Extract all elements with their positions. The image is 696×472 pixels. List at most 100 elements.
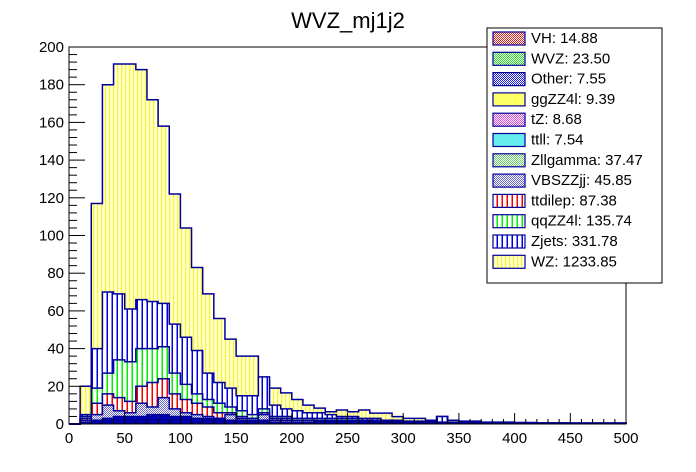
legend-item: WVZ: 23.50 xyxy=(492,50,610,67)
legend-label: ggZZ4l: 9.39 xyxy=(531,91,615,108)
other-bar xyxy=(202,418,214,424)
x-tick-label: 150 xyxy=(224,430,249,447)
x-tick-label: 350 xyxy=(446,430,471,447)
vbszzjj-bar xyxy=(224,414,237,424)
other-bar xyxy=(247,420,259,424)
zjets-bar xyxy=(180,337,192,424)
y-tick-label: 60 xyxy=(47,303,64,320)
y-tick-label: 0 xyxy=(56,416,64,433)
legend-label: tZ: 8.68 xyxy=(531,111,582,128)
legend-swatch xyxy=(492,71,526,87)
other-bar xyxy=(113,416,125,424)
other-bar xyxy=(258,420,270,424)
zjets-bar xyxy=(236,395,248,424)
other-bar xyxy=(213,418,225,424)
wz-bar xyxy=(236,356,248,424)
other-bar xyxy=(180,416,192,424)
other-bar xyxy=(358,422,370,424)
y-tick-label: 100 xyxy=(39,228,64,245)
zjets-bar xyxy=(247,395,259,424)
other-bar xyxy=(369,422,381,424)
legend-label: Zjets: 331.78 xyxy=(531,233,618,250)
legend-label: VBSZZjj: 45.85 xyxy=(531,172,632,189)
zjets-bar xyxy=(224,388,237,424)
legend-swatch xyxy=(492,31,526,46)
wz-bar xyxy=(202,293,214,424)
x-tick-label: 200 xyxy=(279,430,304,447)
ttdilep-bar xyxy=(180,399,192,424)
legend-item: Zjets: 331.78 xyxy=(492,233,618,250)
other-bar xyxy=(269,422,281,424)
legend-label: qqZZ4l: 135.74 xyxy=(531,213,632,230)
x-tick-label: 450 xyxy=(558,430,583,447)
other-bar xyxy=(135,416,147,424)
other-bar xyxy=(325,422,337,424)
zjets-bar xyxy=(258,376,270,424)
x-tick-label: 400 xyxy=(502,430,527,447)
wz-bar xyxy=(180,227,192,424)
x-tick-label: 250 xyxy=(335,430,360,447)
legend-item: VH: 14.88 xyxy=(492,30,598,47)
histogram-bars xyxy=(69,63,627,425)
x-tick-label: 500 xyxy=(613,430,638,447)
wz-bar xyxy=(80,386,92,424)
wz-bar xyxy=(247,356,259,424)
zjets-bar xyxy=(191,350,203,424)
ttdilep-bar xyxy=(146,382,159,424)
zjets-bar xyxy=(102,292,114,424)
zjets-bar xyxy=(91,348,103,424)
legend-swatch xyxy=(492,193,526,208)
other-bar xyxy=(336,422,348,424)
legend-item: WZ: 1233.85 xyxy=(492,253,617,270)
x-tick-label: 300 xyxy=(391,430,416,447)
legend-item: ttdilep: 87.38 xyxy=(492,192,617,209)
legend-item: Other: 7.55 xyxy=(492,71,606,88)
legend-swatch xyxy=(492,173,526,188)
wz-bar xyxy=(135,69,147,425)
legend-swatch xyxy=(492,153,526,168)
x-tick-label: 50 xyxy=(116,430,133,447)
vbszzjj-bar xyxy=(135,403,147,424)
legend-swatch xyxy=(492,132,526,148)
y-tick-label: 180 xyxy=(39,77,64,94)
wz-bar xyxy=(102,84,114,424)
legend-swatch xyxy=(492,112,526,127)
vbszzjj-bar xyxy=(102,405,114,424)
other-bar xyxy=(169,416,181,424)
qqzz4l-bar xyxy=(113,359,125,424)
chart-title: WVZ_mj1j2 xyxy=(291,8,405,33)
y-tick-label: 200 xyxy=(39,39,64,56)
other-bar xyxy=(314,422,326,424)
other-bar xyxy=(280,422,292,424)
legend-swatch xyxy=(492,254,526,269)
legend-label: Other: 7.55 xyxy=(531,71,606,88)
y-tick-label: 40 xyxy=(47,341,64,358)
legend-label: Zllgamma: 37.47 xyxy=(531,152,643,169)
legend-item: ttll: 7.54 xyxy=(492,132,584,149)
vbszzjj-bar xyxy=(258,414,270,424)
legend: VH: 14.88 WVZ: 23.50 Other: 7.55 ggZZ4l: 9.… xyxy=(486,27,663,284)
legend-label: ttdilep: 87.38 xyxy=(531,192,617,209)
zjets-bar xyxy=(113,293,125,424)
wz-bar xyxy=(113,63,125,425)
legend-label: WVZ: 23.50 xyxy=(531,50,610,67)
other-bar xyxy=(191,418,203,424)
legend-item: VBSZZjj: 45.85 xyxy=(492,172,632,189)
wz-bar xyxy=(358,410,370,424)
legend-item: tZ: 8.68 xyxy=(492,111,582,128)
other-bar xyxy=(236,420,248,424)
x-axis: 0 50 100 150 200 250 300 350 400 450 500 xyxy=(65,413,639,447)
wz-bar xyxy=(191,267,203,424)
zjets-bar xyxy=(291,410,303,424)
other-bar xyxy=(102,418,114,424)
legend-item: ggZZ4l: 9.39 xyxy=(492,91,615,108)
other-bar xyxy=(146,414,159,424)
y-axis: 0 20 40 60 80 100 120 140 160 180 200 xyxy=(39,39,85,433)
wz-bar xyxy=(224,339,237,424)
zjets-bar xyxy=(436,416,448,424)
legend-label: WZ: 1233.85 xyxy=(531,253,617,270)
legend-swatch xyxy=(492,234,526,249)
wz-bar xyxy=(146,99,159,424)
other-bar xyxy=(224,420,237,424)
